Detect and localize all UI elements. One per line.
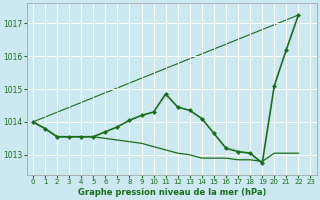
X-axis label: Graphe pression niveau de la mer (hPa): Graphe pression niveau de la mer (hPa) [77,188,266,197]
